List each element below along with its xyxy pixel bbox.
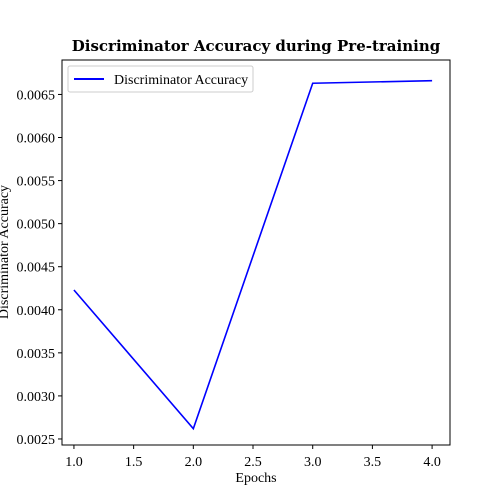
legend-label: Discriminator Accuracy (114, 73, 248, 88)
y-tick-label: 0.0030 (17, 390, 56, 405)
series-layer (73, 79, 433, 431)
x-tick-label: 1.0 (65, 455, 83, 470)
legend-box (67, 65, 254, 93)
y-tick-label: 0.0065 (17, 88, 56, 103)
y-tick-label: 0.0035 (17, 347, 56, 362)
legend: Discriminator Accuracy (67, 65, 254, 93)
x-tick-label: 3.0 (304, 455, 322, 470)
x-tick-label: 4.0 (423, 455, 441, 470)
plot-area: 1.0 1.5 2.0 2.5 3.0 3.5 4.0 0.0025 0.0030 0.0035… (17, 59, 451, 470)
y-tick-label: 0.0025 (17, 433, 56, 448)
y-tick-label: 0.0055 (17, 175, 56, 190)
chart-title: Discriminator Accuracy during Pre-traini… (72, 37, 441, 55)
y-axis-label: Discriminator Accuracy (0, 185, 12, 319)
x-axis-label: Epochs (235, 471, 276, 486)
x-axis: 1.0 1.5 2.0 2.5 3.0 3.5 4.0 (65, 445, 441, 470)
y-tick-label: 0.0040 (17, 304, 56, 319)
x-tick-label: 2.0 (185, 455, 203, 470)
x-tick-label: 1.5 (125, 455, 143, 470)
y-tick-label: 0.0060 (17, 132, 56, 147)
plot-frame (61, 59, 451, 446)
x-tick-label: 3.5 (364, 455, 382, 470)
y-tick-label: 0.0050 (17, 218, 56, 233)
y-tick-label: 0.0045 (17, 261, 56, 276)
x-tick-label: 2.5 (244, 455, 262, 470)
series-line (73, 79, 433, 431)
y-axis: 0.0025 0.0030 0.0035 0.0040 0.0045 0.0050 0.00… (17, 88, 62, 448)
